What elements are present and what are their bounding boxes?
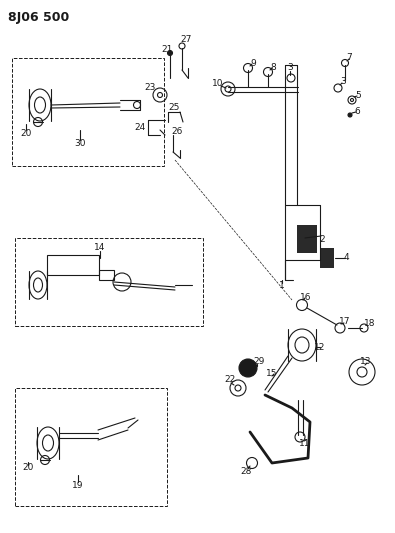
Text: 3: 3	[287, 63, 293, 72]
Text: 17: 17	[339, 318, 351, 327]
Text: 21: 21	[161, 45, 173, 54]
Text: 2: 2	[319, 236, 325, 245]
Bar	[15, 388, 167, 506]
Bar	[99, 270, 114, 280]
Text: 29: 29	[253, 357, 265, 366]
Circle shape	[167, 51, 173, 55]
Text: 28: 28	[240, 467, 252, 477]
Text: 25: 25	[168, 103, 180, 112]
Text: 12: 12	[314, 343, 326, 352]
Text: 26: 26	[171, 127, 182, 136]
Text: 30: 30	[74, 139, 86, 148]
Text: 27: 27	[180, 36, 192, 44]
Text: 13: 13	[360, 358, 372, 367]
Text: 6: 6	[354, 108, 360, 117]
Text: 20: 20	[20, 128, 32, 138]
Circle shape	[348, 113, 352, 117]
Text: 22: 22	[224, 376, 236, 384]
Bar	[47, 255, 99, 275]
Text: 15: 15	[266, 368, 278, 377]
Text: 8: 8	[270, 63, 276, 72]
Bar	[12, 58, 164, 166]
Text: 18: 18	[364, 319, 376, 327]
Text: 5: 5	[355, 91, 361, 100]
Text: 7: 7	[346, 53, 352, 62]
Text: 23: 23	[144, 83, 156, 92]
Bar	[15, 238, 203, 326]
Text: 9: 9	[250, 59, 256, 68]
Text: 8J06 500: 8J06 500	[8, 12, 69, 25]
Bar	[320, 248, 334, 268]
Text: 10: 10	[212, 78, 224, 87]
Text: 11: 11	[299, 439, 311, 448]
Bar	[297, 225, 317, 253]
Circle shape	[239, 359, 257, 377]
Text: 24: 24	[134, 123, 146, 132]
Text: 3: 3	[340, 77, 346, 86]
Text: 4: 4	[343, 254, 349, 262]
Text: 20: 20	[22, 464, 34, 472]
Text: 16: 16	[300, 293, 312, 302]
Text: 19: 19	[72, 481, 84, 489]
Text: 1: 1	[279, 281, 285, 290]
Text: 14: 14	[94, 244, 106, 253]
